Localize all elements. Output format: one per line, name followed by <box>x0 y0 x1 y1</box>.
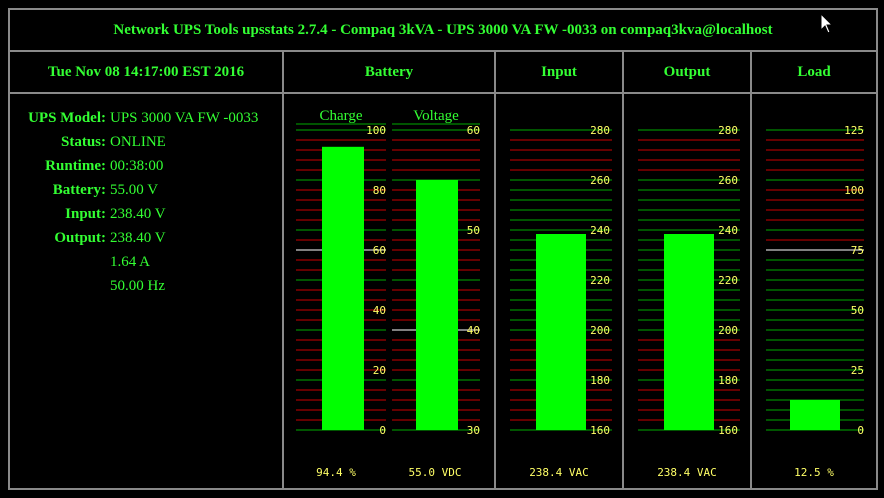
info-row: UPS Model: UPS 3000 VA FW -0033 <box>10 106 282 130</box>
datetime-cell: Tue Nov 08 14:17:00 EST 2016 <box>8 50 284 94</box>
tick-label: 60 <box>467 124 480 137</box>
tick-label: 260 <box>718 174 738 187</box>
tick-label: 180 <box>718 374 738 387</box>
load-readout: 12.5 % <box>794 466 834 479</box>
info-row: Output: 238.40 V <box>10 226 282 250</box>
info-label: Input: <box>65 205 106 222</box>
info-value: 238.40 V <box>110 205 166 222</box>
output-gauge-svg: 160 180 200 220 240 260 280 <box>638 124 740 437</box>
voltage-readout: 55.0 VDC <box>408 466 462 479</box>
battery-gauges-svg: 0 20 40 60 80 100 Charge 30 40 50 60 Voltage <box>296 108 480 437</box>
info-value: 50.00 Hz <box>110 277 165 294</box>
input-header: Input <box>541 63 577 80</box>
info-row: Input: 238.40 V <box>10 202 282 226</box>
tick-label: 260 <box>590 174 610 187</box>
tick-label: 200 <box>590 324 610 337</box>
tick-label: 100 <box>366 124 386 137</box>
input-bar <box>536 234 586 430</box>
battery-header-cell: Battery <box>282 50 496 94</box>
tick-label: 75 <box>851 244 864 257</box>
info-value: ONLINE <box>110 133 166 150</box>
input-panel: 160 180 200 220 240 260 280 238.4 VAC <box>494 92 624 490</box>
tick-label: 40 <box>373 304 386 317</box>
info-label: Status: <box>60 133 106 150</box>
info-row: Battery: 55.00 V <box>10 178 282 202</box>
tick-label: 240 <box>590 224 610 237</box>
tick-label: 40 <box>467 324 480 337</box>
input-gauge-svg: 160 180 200 220 240 260 280 <box>510 124 612 437</box>
info-row: Runtime: 00:38:00 <box>10 154 282 178</box>
mouse-cursor-icon <box>820 13 834 34</box>
info-value: UPS 3000 VA FW -0033 <box>110 109 259 126</box>
load-bar <box>790 400 840 430</box>
info-label: UPS Model: <box>28 109 106 126</box>
output-header-cell: Output <box>622 50 752 94</box>
load-gauge-svg: 0 25 50 75 100 125 <box>766 124 864 437</box>
charge-gauge: 0 20 40 60 80 100 Charge <box>296 108 386 437</box>
info-label: Battery: <box>52 181 106 198</box>
info-value: 1.64 A <box>110 253 151 270</box>
tick-label: 30 <box>467 424 480 437</box>
tick-label: 280 <box>590 124 610 137</box>
battery-panel: 0 20 40 60 80 100 Charge 30 40 50 60 Voltage 94.4 … <box>282 92 496 490</box>
output-bar <box>664 234 714 430</box>
info-row: 50.00 Hz <box>10 274 282 298</box>
info-label: Runtime: <box>45 157 106 174</box>
tick-label: 220 <box>718 274 738 287</box>
info-value: 00:38:00 <box>110 157 164 174</box>
page-title: Network UPS Tools upsstats 2.7.4 - Compa… <box>113 21 773 38</box>
output-panel: 160 180 200 220 240 260 280 238.4 VAC <box>622 92 752 490</box>
load-header: Load <box>797 63 831 80</box>
output-header: Output <box>663 63 711 80</box>
tick-label: 25 <box>851 364 864 377</box>
output-gauge: 160 180 200 220 240 260 280 <box>638 124 740 437</box>
load-gauge: 0 25 50 75 100 125 <box>766 124 864 437</box>
output-readout: 238.4 VAC <box>657 466 717 479</box>
voltage-gauge: 30 40 50 60 Voltage <box>392 108 480 437</box>
title-cell: Network UPS Tools upsstats 2.7.4 - Compa… <box>8 8 878 52</box>
tick-label: 160 <box>590 424 610 437</box>
tick-label: 0 <box>857 424 864 437</box>
gauge-label: Voltage <box>413 108 459 124</box>
tick-label: 60 <box>373 244 386 257</box>
load-panel: 0 25 50 75 100 125 12.5 % <box>750 92 878 490</box>
info-row: 1.64 A <box>10 250 282 274</box>
gauge-label: Charge <box>319 108 362 124</box>
info-value: 238.40 V <box>110 229 166 246</box>
tick-label: 180 <box>590 374 610 387</box>
info-value: 55.00 V <box>110 181 159 198</box>
tick-label: 100 <box>844 184 864 197</box>
tick-label: 50 <box>851 304 864 317</box>
tick-label: 200 <box>718 324 738 337</box>
tick-label: 80 <box>373 184 386 197</box>
voltage-bar <box>416 180 458 430</box>
datetime-text: Tue Nov 08 14:17:00 EST 2016 <box>47 63 245 80</box>
tick-label: 0 <box>379 424 386 437</box>
load-header-cell: Load <box>750 50 878 94</box>
tick-label: 220 <box>590 274 610 287</box>
charge-readout: 94.4 % <box>316 466 356 479</box>
charge-bar <box>322 146 364 431</box>
tick-label: 240 <box>718 224 738 237</box>
tick-label: 20 <box>373 364 386 377</box>
tick-label: 280 <box>718 124 738 137</box>
info-label: Output: <box>54 229 106 246</box>
battery-header: Battery <box>364 63 414 80</box>
tick-label: 160 <box>718 424 738 437</box>
tick-label: 125 <box>844 124 864 137</box>
input-readout: 238.4 VAC <box>529 466 589 479</box>
input-header-cell: Input <box>494 50 624 94</box>
info-row: Status: ONLINE <box>10 130 282 154</box>
ups-info-panel: UPS Model: UPS 3000 VA FW -0033 Status: ONL… <box>8 92 284 490</box>
tick-label: 50 <box>467 224 480 237</box>
input-gauge: 160 180 200 220 240 260 280 <box>510 124 612 437</box>
